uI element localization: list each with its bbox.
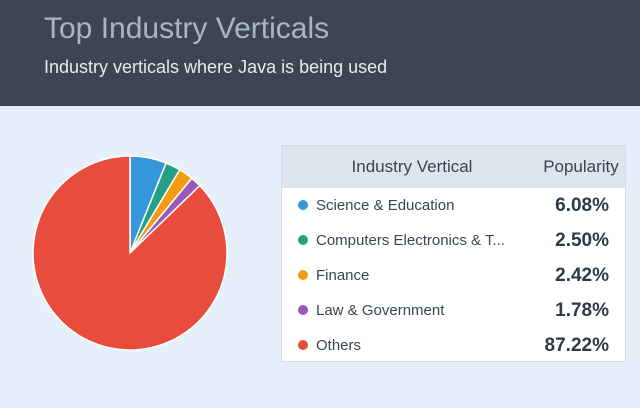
row-label: Science & Education [316,197,455,214]
row-label: Others [316,337,362,354]
pie-slice-others[interactable] [32,155,228,351]
row-value: 2.50% [555,230,609,251]
column-header-popularity: Popularity [543,157,619,176]
pie-chart [32,155,228,351]
legend-dot [298,340,308,350]
row-value: 6.08% [555,195,609,216]
table-row: Others 87.22% [282,328,625,363]
legend-dot [298,305,308,315]
legend-dot [298,200,308,210]
legend-dot [298,235,308,245]
page-title: Top Industry Verticals [44,12,330,45]
table-row: Computers Electronics & T... 2.50% [282,223,625,258]
row-label: Finance [316,267,370,284]
row-value: 2.42% [555,265,609,286]
legend-dot [298,270,308,280]
table-row: Science & Education 6.08% [282,188,625,223]
row-value: 1.78% [555,300,609,321]
page-subtitle: Industry verticals where Java is being u… [44,57,388,77]
row-label: Law & Government [316,302,445,319]
table-row: Law & Government 1.78% [282,293,625,328]
table-header: Industry Vertical Popularity [282,146,625,188]
column-header-vertical: Industry Vertical [351,157,473,176]
row-value: 87.22% [544,335,609,356]
header-bar: Top Industry Verticals Industry vertical… [0,0,640,106]
table-row: Finance 2.42% [282,258,625,293]
row-label: Computers Electronics & T... [316,232,505,249]
legend-table: Industry Vertical Popularity Science & E… [281,145,626,362]
